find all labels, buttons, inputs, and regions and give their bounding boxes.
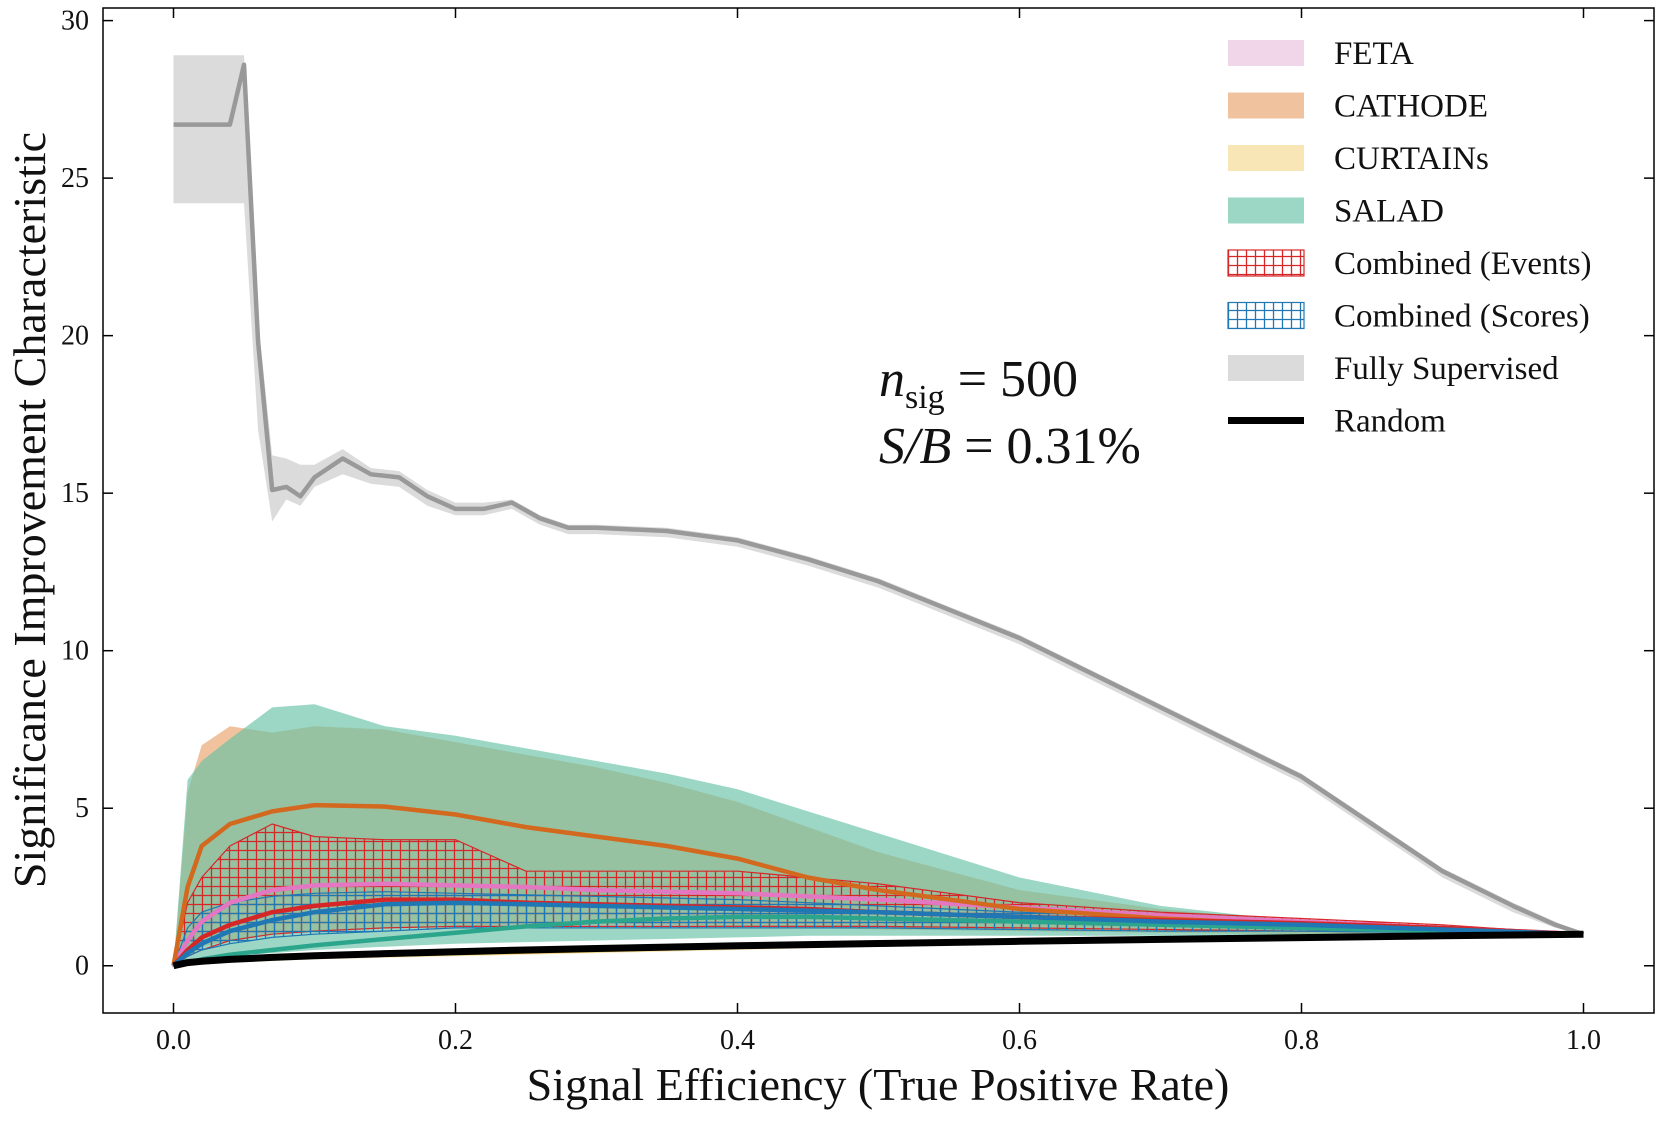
annotation-text: = 500 (945, 351, 1078, 408)
x-tick-label: 0.0 (156, 1025, 191, 1056)
legend-swatch (1227, 301, 1305, 330)
legend-swatch (1228, 355, 1304, 381)
legend-swatch (1228, 40, 1304, 66)
legend-label: Random (1334, 404, 1446, 440)
y-tick-label: 10 (61, 636, 89, 667)
x-axis-label: Signal Efficiency (True Positive Rate) (527, 1059, 1230, 1110)
annotation-symbol: n (879, 351, 905, 408)
legend-label: CATHODE (1334, 89, 1488, 125)
plot-frame (102, 7, 1655, 1014)
line (173, 62, 1585, 937)
y-axis-label: Significance Improvement Characteristic (4, 132, 55, 888)
annotation: nsig = 500 (879, 351, 1078, 416)
line (173, 914, 1584, 968)
legend-label: CURTAINs (1334, 141, 1489, 177)
annotation-symbol: S/B (879, 418, 951, 475)
x-tick-label: 0.6 (1002, 1025, 1037, 1056)
x-tick-label: 0.4 (720, 1025, 755, 1056)
y-tick-label: 5 (75, 793, 89, 824)
legend-swatch (1227, 249, 1305, 277)
y-tick-label: 15 (61, 478, 89, 509)
annotation: S/B = 0.31% (879, 418, 1141, 475)
annotation-subscript: sig (905, 379, 945, 416)
legend-label: FETA (1334, 36, 1414, 72)
line (172, 900, 1584, 968)
y-tick-label: 20 (61, 321, 89, 352)
y-tick-label: 30 (61, 6, 89, 37)
legend-label: Combined (Scores) (1334, 299, 1590, 335)
x-tick-label: 0.2 (438, 1025, 473, 1056)
legend-swatch (1228, 92, 1304, 119)
annotation-text: = 0.31% (951, 418, 1141, 475)
line (172, 930, 1584, 970)
x-tick-label: 1.0 (1566, 1025, 1601, 1056)
plot-area (171, 55, 1585, 970)
legend-swatch (1228, 145, 1304, 171)
legend-label: Fully Supervised (1334, 351, 1559, 387)
y-tick-label: 0 (75, 951, 89, 982)
line (171, 881, 1584, 967)
legend-label: SALAD (1334, 194, 1444, 230)
legend-swatch (1228, 197, 1304, 224)
y-tick-label: 25 (61, 163, 89, 194)
legend-label: Combined (Events) (1334, 246, 1592, 282)
x-tick-label: 0.8 (1284, 1025, 1319, 1056)
